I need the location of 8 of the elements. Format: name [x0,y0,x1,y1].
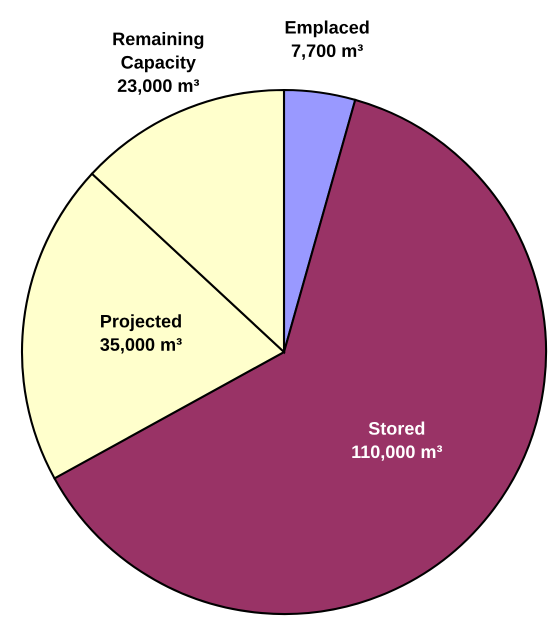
slice-label: Projected [101,314,181,332]
data-label: 110,000 m³ [352,445,442,461]
slice-label: Stored [368,422,424,435]
slice-label: Emplaced [286,20,369,38]
slice-label: Remaining Capacity [113,32,204,72]
data-label: 35,000 m³ [100,338,182,354]
data-label: 23,000 m³ [118,79,200,95]
data-label: 7,700 m³ [292,44,363,60]
